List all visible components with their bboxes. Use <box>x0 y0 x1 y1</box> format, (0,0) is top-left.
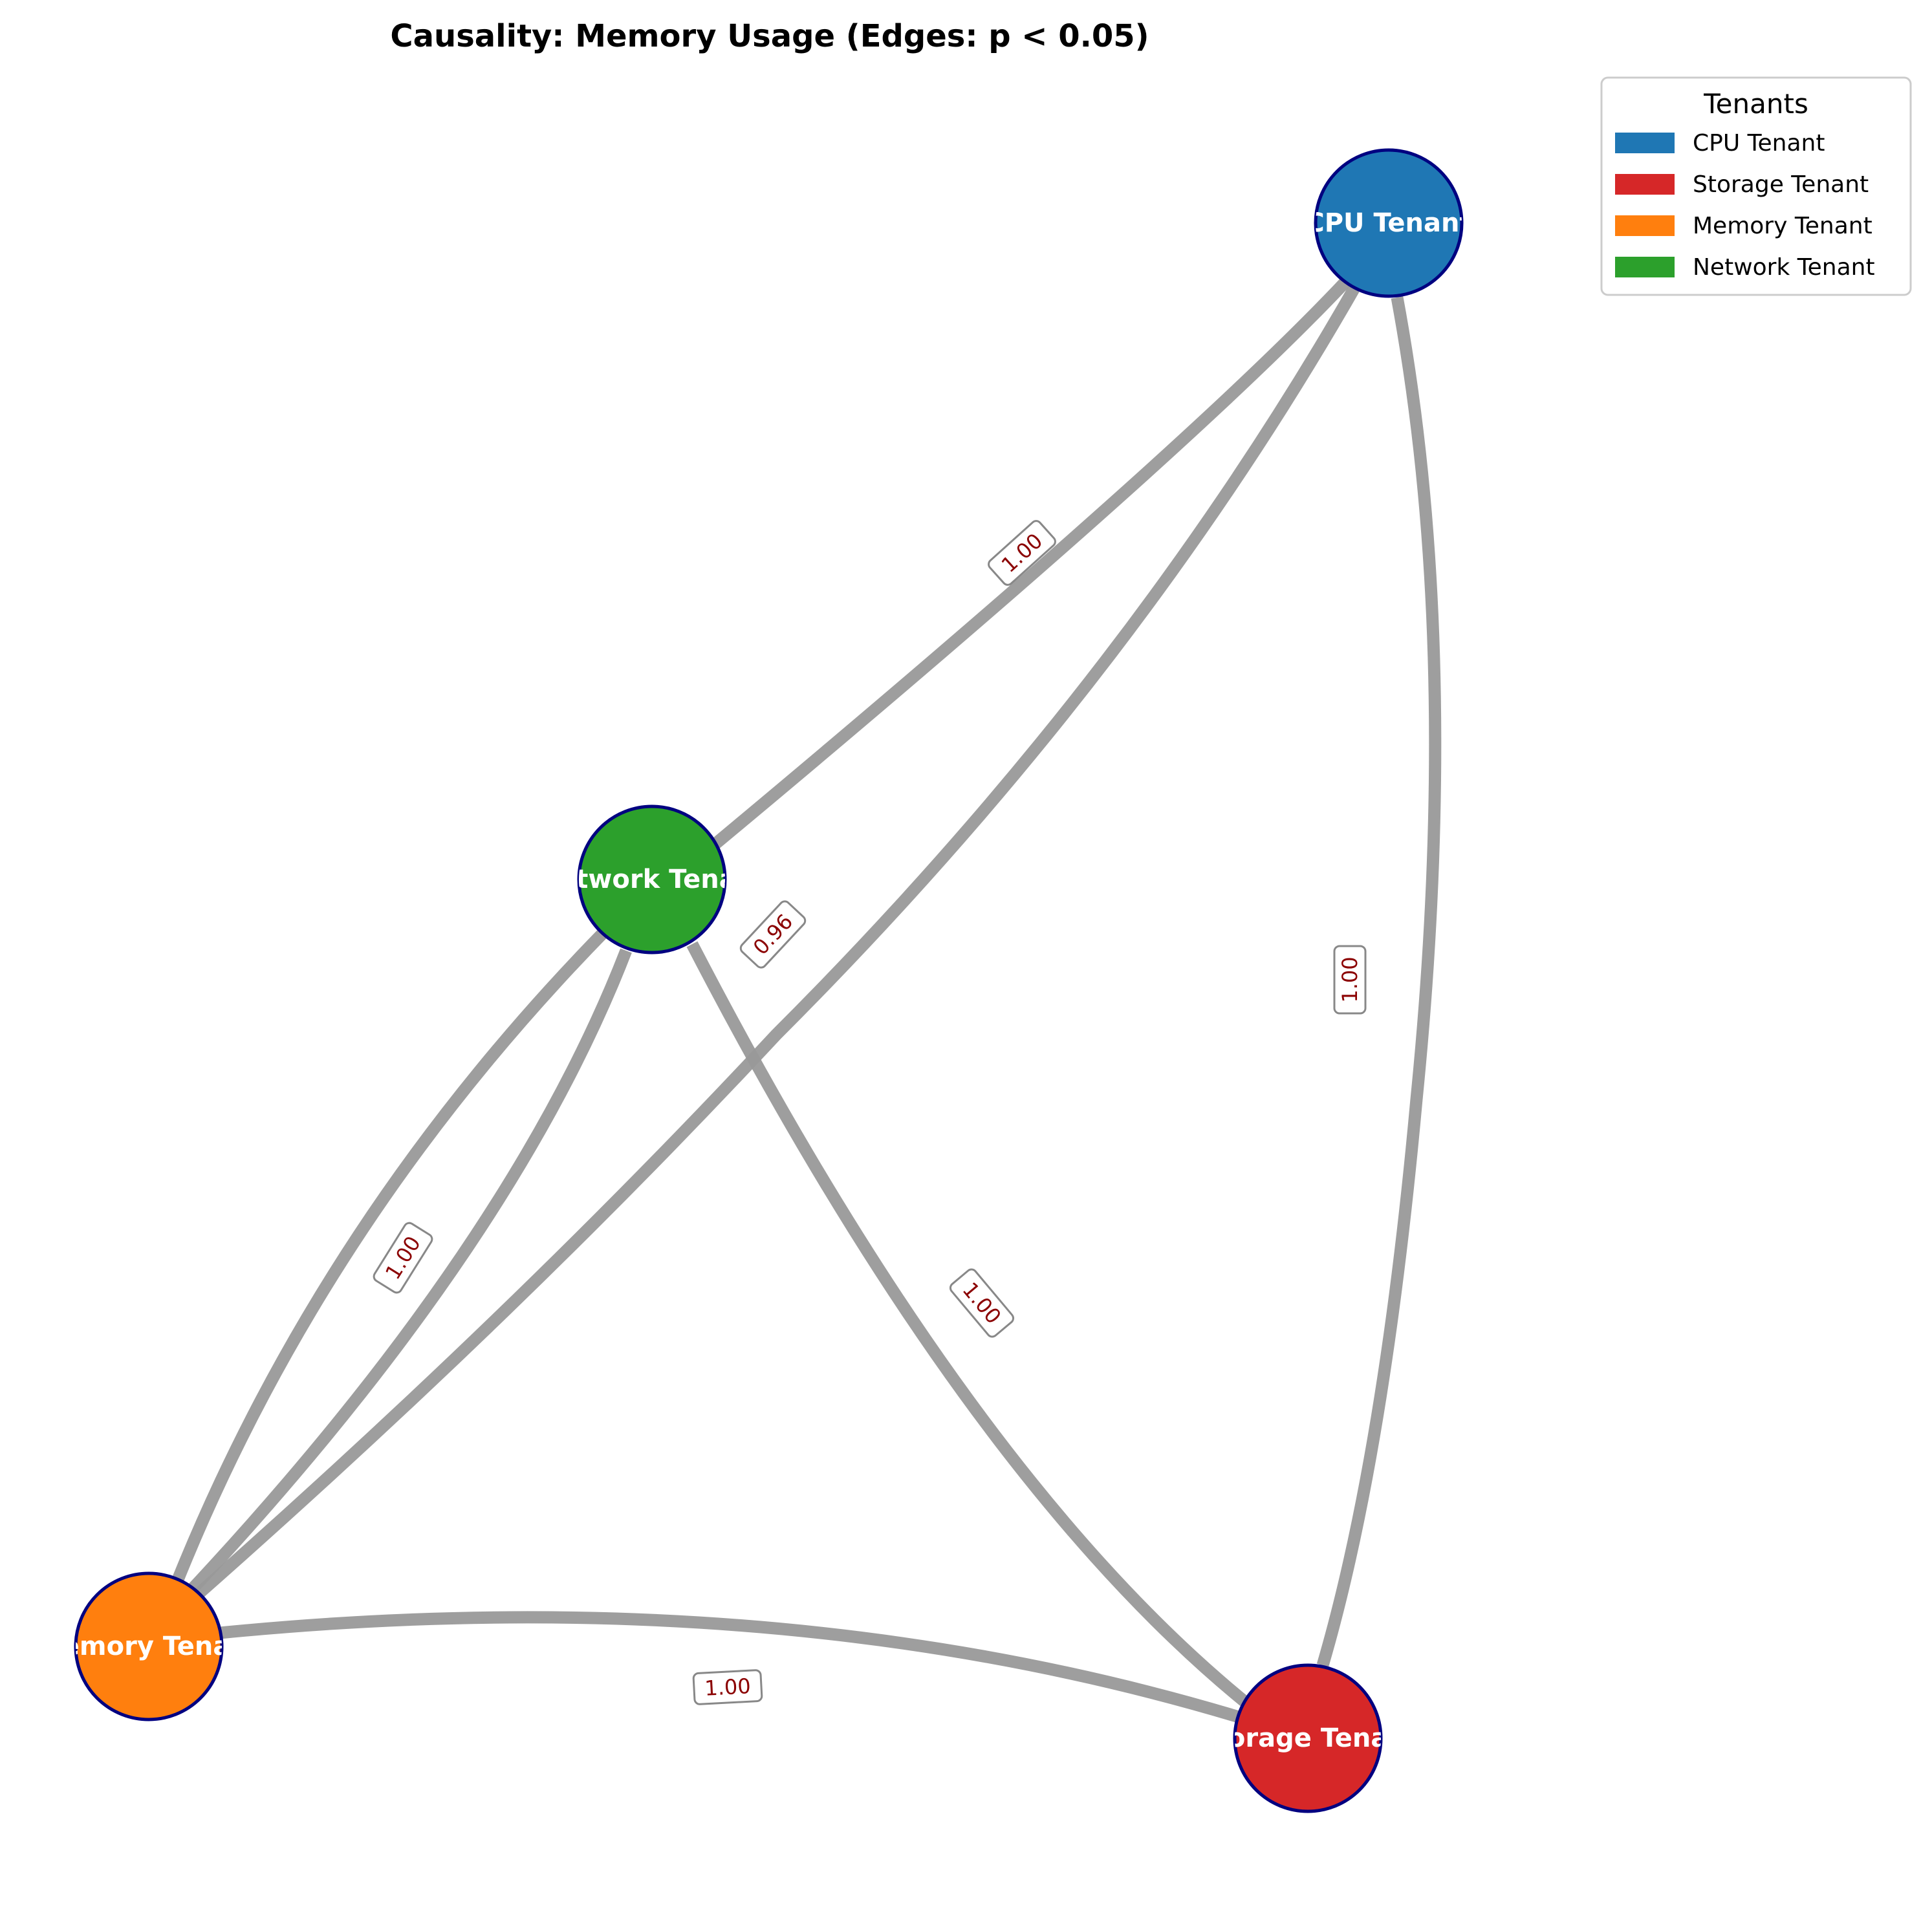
legend-label-storage: Storage Tenant <box>1693 171 1869 198</box>
edge-label-network-memory: 1.00 <box>373 1222 433 1294</box>
legend-item-memory: Memory Tenant <box>1615 213 1872 239</box>
edges-layer <box>169 267 1442 1723</box>
edge-label-network-storage: 1.00 <box>949 1268 1015 1338</box>
legend-label-cpu: CPU Tenant <box>1693 130 1825 156</box>
edge-cpu-network <box>707 267 1360 852</box>
legend-label-network: Network Tenant <box>1693 254 1875 281</box>
node-network-circle <box>577 804 727 954</box>
legend-item-storage: Storage Tenant <box>1615 171 1869 198</box>
node-storage-label: Storage Tenant <box>1197 1723 1419 1753</box>
node-network[interactable]: Network Tenant <box>537 804 768 954</box>
edge-label-cpu-storage: 1.00 <box>1333 945 1367 1015</box>
node-memory[interactable]: Memory Tenant <box>36 1571 261 1721</box>
node-storage-circle <box>1233 1663 1383 1813</box>
legend-swatch-network <box>1615 257 1675 277</box>
edge-memory-network <box>183 948 632 1599</box>
node-cpu-label: CPU Tenant <box>1305 208 1471 238</box>
edge-cpu-storage <box>1316 296 1442 1667</box>
node-cpu-circle <box>1314 148 1464 298</box>
edge-label-cpu-memory: 0.96 <box>739 900 807 969</box>
legend-swatch-memory <box>1615 215 1675 236</box>
chart-title: Causality: Memory Usage (Edges: p < 0.05… <box>390 18 1149 54</box>
edge-network-storage <box>686 941 1255 1712</box>
legend-title: Tenants <box>1703 88 1808 120</box>
legend: Tenants CPU Tenant Storage Tenant Memory… <box>1600 76 1912 296</box>
legend-swatch-storage <box>1615 174 1675 195</box>
edge-memory-storage <box>219 1611 1241 1723</box>
edge-cpu-memory <box>186 278 1364 1606</box>
node-cpu[interactable]: CPU Tenant <box>1305 148 1471 298</box>
node-memory-circle <box>74 1571 224 1721</box>
legend-item-network: Network Tenant <box>1615 254 1875 281</box>
edge-label-memory-storage: 1.00 <box>692 1669 763 1705</box>
legend-frame <box>1600 76 1912 296</box>
edge-label-memory-storage-text: 1.00 <box>704 1674 751 1701</box>
node-network-label: Network Tenant <box>537 865 768 894</box>
nodes-layer: CPU Tenant Network Tenant Memory Tenant … <box>36 148 1471 1813</box>
node-memory-label: Memory Tenant <box>36 1632 261 1661</box>
legend-label-memory: Memory Tenant <box>1693 213 1872 239</box>
legend-item-cpu: CPU Tenant <box>1615 130 1825 156</box>
edge-label-cpu-storage-text: 1.00 <box>1338 956 1362 1002</box>
legend-swatch-cpu <box>1615 133 1675 153</box>
edge-labels-layer: 1.00 0.96 1.00 1.00 1.00 1.00 <box>373 520 1367 1705</box>
edge-network-memory <box>169 927 609 1590</box>
node-storage[interactable]: Storage Tenant <box>1197 1663 1419 1813</box>
